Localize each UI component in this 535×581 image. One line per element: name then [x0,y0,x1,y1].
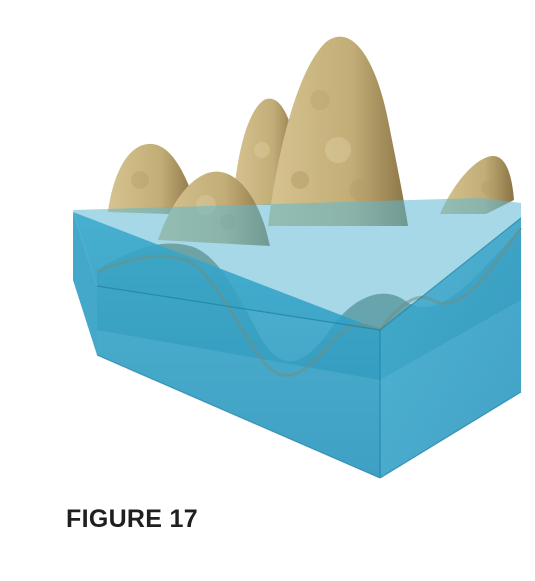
figure-caption: FIGURE 17 [66,505,198,533]
peak-tall-center [268,36,408,227]
terrain-right-cross-section [378,227,523,331]
terrain-texture [131,90,495,230]
terrain-front-cross-section [96,254,381,378]
water-front-face [73,212,380,478]
water-box-edges [96,217,522,479]
peak-left [108,143,196,215]
terrain-peaks-group [108,36,514,246]
water-left-face [73,212,97,355]
